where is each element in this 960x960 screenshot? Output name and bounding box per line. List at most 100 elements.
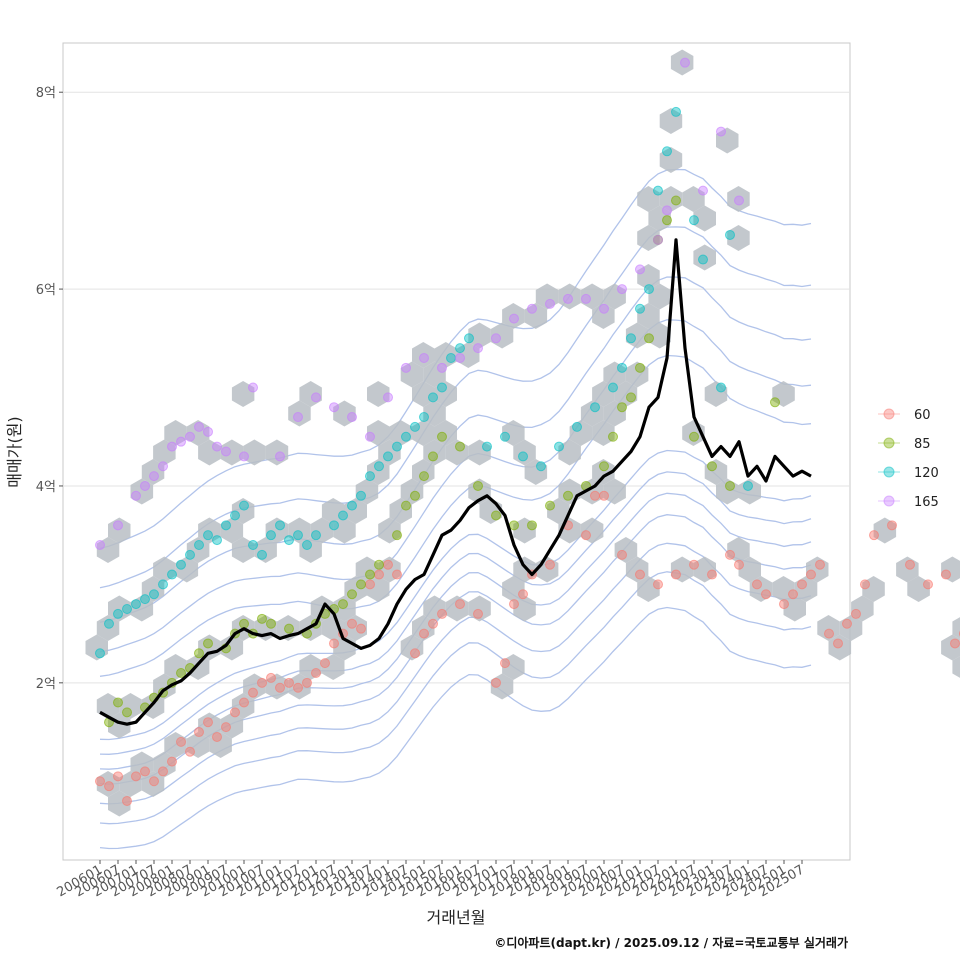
hexbin-cell xyxy=(603,400,626,427)
data-point-85 xyxy=(689,431,699,442)
data-point-165 xyxy=(131,490,141,501)
data-point-120 xyxy=(131,599,141,610)
data-point-60 xyxy=(185,746,195,757)
data-point-165 xyxy=(401,362,411,373)
data-point-85 xyxy=(644,333,654,344)
legend-key xyxy=(883,466,895,478)
legend: 60 85 120 165 xyxy=(878,408,939,510)
hexbin-cell xyxy=(445,439,469,466)
hexbin-cell xyxy=(130,751,154,778)
data-point-120 xyxy=(419,412,429,423)
hexbin-cell xyxy=(693,205,716,232)
hexbin-cell xyxy=(164,420,187,446)
data-point-165 xyxy=(545,298,555,309)
hexbin-cell xyxy=(209,732,232,758)
hexbin-cell xyxy=(220,634,244,661)
data-point-120 xyxy=(212,535,222,546)
data-point-60 xyxy=(806,569,816,580)
hexbin-cell xyxy=(659,108,683,134)
hexbin-cell xyxy=(693,556,716,583)
data-point-120 xyxy=(113,608,123,619)
data-point-165 xyxy=(203,426,213,437)
data-point-120 xyxy=(698,254,708,265)
data-point-120 xyxy=(158,579,168,590)
data-point-120 xyxy=(455,343,465,354)
hexbin-cell xyxy=(941,556,960,583)
data-point-60 xyxy=(374,569,384,580)
hexbin-cell xyxy=(400,634,424,661)
data-point-165 xyxy=(194,421,204,432)
data-point-120 xyxy=(257,549,267,560)
data-point-120 xyxy=(185,549,195,560)
data-point-60 xyxy=(419,628,429,639)
hexbin-cell xyxy=(299,381,322,407)
hexbin-cell xyxy=(716,127,739,154)
data-point-85 xyxy=(437,431,447,442)
data-point-120 xyxy=(428,392,438,403)
hexbin-cell xyxy=(625,556,649,583)
legend-key xyxy=(883,408,895,420)
hexbin-cell xyxy=(412,381,435,407)
hexbin-cell xyxy=(344,576,367,602)
hexbin-cell xyxy=(625,322,649,349)
data-point-165 xyxy=(617,284,627,295)
data-point-60 xyxy=(545,559,555,570)
hexbin-cell xyxy=(119,771,142,797)
data-point-60 xyxy=(581,530,591,541)
source-caption: ©디아파트(dapt.kr) / 2025.09.12 / 자료=국토교통부 실… xyxy=(494,936,848,950)
data-point-165 xyxy=(248,382,258,393)
data-point-60 xyxy=(320,658,330,669)
data-point-60 xyxy=(212,731,222,742)
data-point-60 xyxy=(140,766,150,777)
data-point-60 xyxy=(176,736,186,747)
hexbin-cell xyxy=(670,49,694,76)
data-point-120 xyxy=(446,352,456,363)
hexbin-cell xyxy=(952,656,960,678)
data-point-85 xyxy=(563,490,573,501)
hexbin-cell xyxy=(648,283,671,310)
hexbin-cell xyxy=(569,420,593,446)
data-point-120 xyxy=(689,215,699,226)
hexbin-cell xyxy=(288,673,311,700)
data-point-60 xyxy=(365,579,375,590)
hexbin-cell xyxy=(265,517,289,544)
contour-line xyxy=(99,471,812,755)
data-point-120 xyxy=(149,589,159,600)
data-point-85 xyxy=(365,569,375,580)
data-point-85 xyxy=(608,431,618,442)
data-point-85 xyxy=(347,589,357,600)
data-point-120 xyxy=(365,471,375,482)
hexbin-cell xyxy=(693,244,716,271)
hexbin-cell xyxy=(231,693,255,719)
hexbin-cell xyxy=(614,537,638,563)
data-point-60 xyxy=(635,569,645,580)
data-point-120 xyxy=(743,480,753,491)
hexbin-cell xyxy=(513,517,536,544)
data-point-60 xyxy=(410,648,420,659)
data-point-85 xyxy=(374,559,384,570)
data-point-165 xyxy=(437,362,447,373)
data-point-60 xyxy=(923,579,933,590)
data-point-120 xyxy=(725,229,735,240)
y-tick-label: 6억 xyxy=(36,283,56,298)
data-point-60 xyxy=(887,520,897,531)
data-point-120 xyxy=(644,284,654,295)
data-point-120 xyxy=(401,431,411,442)
hexbin-cell xyxy=(637,303,660,329)
hexbin-cell xyxy=(423,400,446,427)
data-point-120 xyxy=(662,146,672,157)
hexbin-cell xyxy=(524,459,548,485)
data-point-165 xyxy=(347,412,357,423)
data-point-60 xyxy=(707,569,717,580)
hexbin-cell xyxy=(704,459,728,485)
hexbin-cell xyxy=(130,595,154,622)
data-point-120 xyxy=(329,520,339,531)
data-point-85 xyxy=(770,397,780,408)
data-point-85 xyxy=(428,451,438,462)
data-point-60 xyxy=(95,776,105,787)
data-point-165 xyxy=(212,441,222,452)
data-point-165 xyxy=(599,303,609,314)
data-point-120 xyxy=(653,185,663,196)
data-point-165 xyxy=(473,343,483,354)
data-point-120 xyxy=(464,333,474,344)
